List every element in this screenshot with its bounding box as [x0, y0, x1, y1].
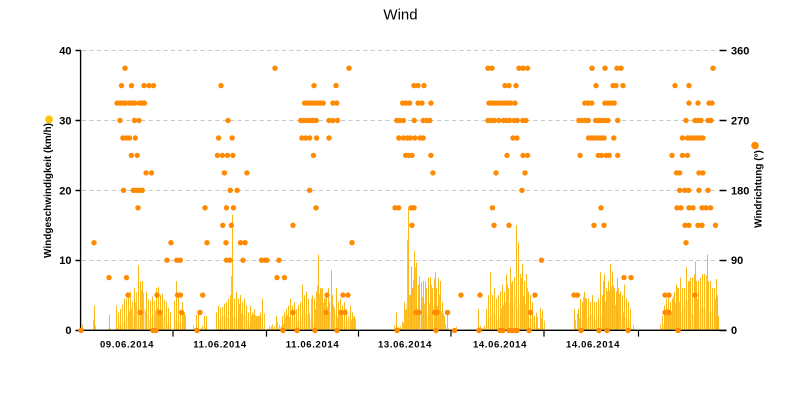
svg-text:40: 40 — [59, 46, 71, 58]
svg-text:0: 0 — [65, 325, 71, 337]
svg-text:11.06.2014: 11.06.2014 — [193, 340, 247, 351]
svg-text:14.06.2014: 14.06.2014 — [566, 340, 620, 351]
svg-text:Wind: Wind — [383, 7, 417, 24]
svg-text:09.06.2014: 09.06.2014 — [100, 340, 154, 351]
svg-text:14.06.2014: 14.06.2014 — [473, 340, 527, 351]
svg-text:Windgeschwindigkeit (km/h): Windgeschwindigkeit (km/h) — [43, 123, 54, 258]
svg-text:90: 90 — [731, 255, 743, 267]
svg-text:360: 360 — [731, 46, 749, 58]
svg-text:10: 10 — [59, 255, 71, 267]
svg-text:11.06.2014: 11.06.2014 — [286, 340, 340, 351]
svg-text:Windrichtung (°): Windrichtung (°) — [754, 150, 765, 228]
svg-text:20: 20 — [59, 185, 71, 197]
svg-text:270: 270 — [731, 116, 749, 128]
svg-text:30: 30 — [59, 116, 71, 128]
svg-text:13.06.2014: 13.06.2014 — [378, 340, 432, 351]
svg-text:0: 0 — [731, 325, 737, 337]
svg-text:180: 180 — [731, 185, 749, 197]
